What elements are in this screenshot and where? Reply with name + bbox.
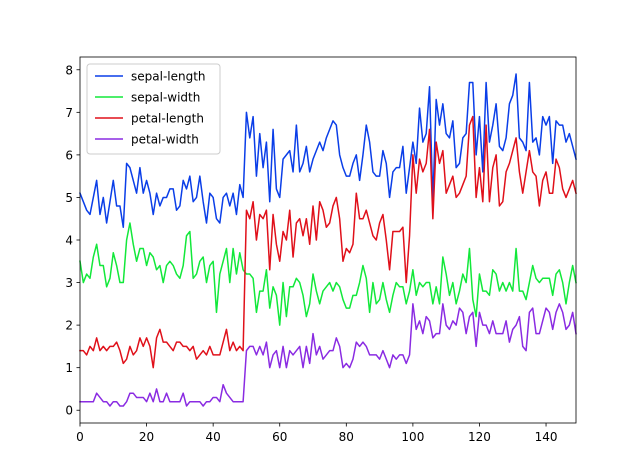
x-tick-label: 0 xyxy=(76,430,84,444)
x-tick-label: 120 xyxy=(468,430,491,444)
series-line-petal-width xyxy=(79,303,577,407)
legend-label-sepal-width: sepal-width xyxy=(131,91,200,105)
series-line-sepal-length xyxy=(79,73,577,228)
legend-box xyxy=(86,63,221,155)
y-tick-label: 3 xyxy=(65,276,73,290)
x-tick-label: 60 xyxy=(272,430,287,444)
x-tick-label: 100 xyxy=(401,430,424,444)
x-tick-label: 80 xyxy=(339,430,354,444)
y-tick-label: 2 xyxy=(65,319,73,333)
x-tick-label: 140 xyxy=(535,430,558,444)
y-tick-label: 4 xyxy=(65,234,73,248)
legend-label-sepal-length: sepal-length xyxy=(131,70,206,84)
y-axis: 0 1 2 3 4 5 6 7 8 xyxy=(65,63,80,418)
y-tick-label: 7 xyxy=(65,106,73,120)
legend: sepal-length sepal-width petal-length petal… xyxy=(86,63,221,155)
y-tick-label: 0 xyxy=(65,404,73,418)
x-tick-label: 40 xyxy=(206,430,221,444)
y-tick-label: 1 xyxy=(65,361,73,375)
series-line-petal-length xyxy=(79,115,577,369)
x-tick-label: 20 xyxy=(139,430,154,444)
y-tick-label: 5 xyxy=(65,191,73,205)
legend-label-petal-length: petal-length xyxy=(131,112,204,126)
legend-label-petal-width: petal-width xyxy=(131,133,199,147)
series-line-sepal-width xyxy=(79,222,577,326)
y-tick-label: 8 xyxy=(65,63,73,77)
y-tick-label: 6 xyxy=(65,148,73,162)
plot-lines xyxy=(79,73,577,407)
x-axis: 0 20 40 60 80 100 120 140 xyxy=(76,423,557,444)
